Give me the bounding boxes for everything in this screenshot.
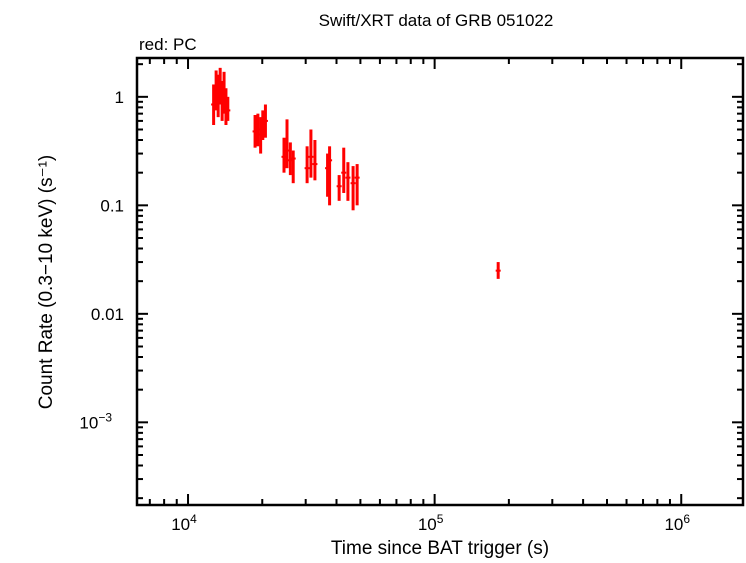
legend-note: red: PC xyxy=(139,35,197,54)
y-tick-label: 1 xyxy=(115,88,124,107)
data-points xyxy=(211,67,501,279)
x-axis-label: Time since BAT trigger (s) xyxy=(331,538,549,558)
plot-frame xyxy=(135,56,745,507)
y-tick-label: 0.01 xyxy=(91,305,124,324)
y-axis-label: Count Rate (0.3−10 keV) (s⁻¹) xyxy=(36,155,57,410)
axis-ticks: 104 105 106 1 0.1 0.01 10−3 xyxy=(79,58,743,534)
y-tick-label: 10−3 xyxy=(79,410,112,432)
chart-title: Swift/XRT data of GRB 051022 xyxy=(319,11,554,30)
x-tick-label: 104 xyxy=(171,512,197,534)
x-tick-label: 106 xyxy=(664,512,690,534)
x-tick-label: 105 xyxy=(418,512,444,534)
y-tick-label: 0.1 xyxy=(100,196,124,215)
